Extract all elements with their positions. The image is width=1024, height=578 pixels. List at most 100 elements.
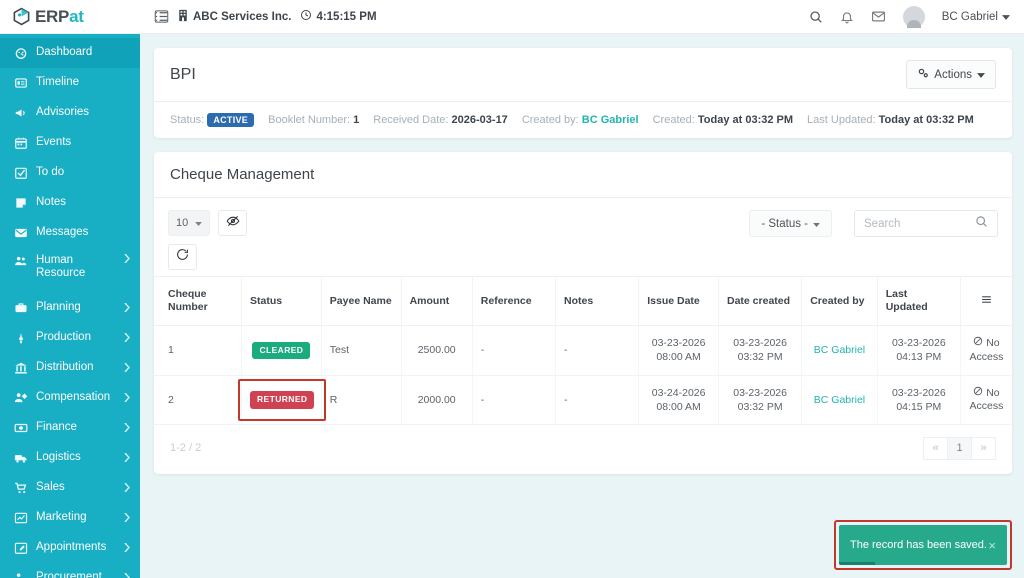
- meta-created-by-value[interactable]: BC Gabriel: [581, 114, 639, 126]
- column-header-payee-name[interactable]: Payee Name: [321, 275, 402, 327]
- sidebar-item-planning[interactable]: Planning: [0, 293, 140, 323]
- sidebar-item-human-resource[interactable]: Human Resource: [0, 248, 140, 293]
- pagination-page-1[interactable]: 1: [947, 436, 972, 460]
- column-header-date-created[interactable]: Date created: [718, 275, 803, 327]
- pagination-prev[interactable]: «: [923, 436, 948, 460]
- meta-booklet-value: 1: [353, 114, 360, 126]
- page-length-value: 10: [176, 217, 189, 229]
- search-icon[interactable]: [975, 215, 988, 233]
- page-length-select[interactable]: 10: [168, 210, 211, 236]
- meta-received-label: Received Date:: [373, 114, 449, 126]
- column-header-cheque-number[interactable]: Cheque Number: [154, 275, 243, 327]
- column-header-reference[interactable]: Reference: [472, 275, 557, 327]
- column-header-created-by[interactable]: Created by: [801, 275, 878, 327]
- column-header-amount[interactable]: Amount: [401, 275, 473, 327]
- list-menu-icon[interactable]: [154, 9, 169, 24]
- table-body: 1 CLEARED Test 2500.00- -03-23-2026 08:00 AM 0…: [154, 325, 1012, 425]
- column-header-issue-date[interactable]: Issue Date: [638, 275, 719, 327]
- no-access-icon: [973, 337, 983, 349]
- clock-icon: [300, 9, 312, 24]
- sidebar-item-advisories[interactable]: Advisories: [0, 98, 140, 128]
- chevron-right-icon: [124, 572, 130, 578]
- envelope-icon[interactable]: [871, 9, 886, 24]
- sidebar-item-marketing[interactable]: Marketing: [0, 503, 140, 533]
- brand-logo-area[interactable]: ERPat: [0, 0, 140, 33]
- meta-received-value: 2026-03-17: [451, 114, 508, 126]
- caret-down-icon: [1002, 11, 1010, 23]
- cart-icon: [14, 481, 32, 495]
- edit-calendar-icon: [14, 541, 32, 555]
- search-icon[interactable]: [809, 10, 823, 24]
- status-filter-select[interactable]: - Status -: [749, 210, 832, 237]
- sidebar-item-notes[interactable]: Notes: [0, 188, 140, 218]
- sidebar-item-label: Logistics: [36, 451, 81, 464]
- date-created-date: 03-23-2026: [733, 337, 787, 350]
- meta-last-updated-value: Today at 03:32 PM: [878, 114, 974, 126]
- table-header-row: Cheque Number Status Payee Name Amount Refer…: [154, 275, 1012, 327]
- column-header-notes[interactable]: Notes: [555, 275, 640, 327]
- truck-icon: [14, 451, 32, 465]
- sidebar-item-label: Dashboard: [36, 46, 93, 59]
- pagination-next[interactable]: »: [971, 436, 996, 460]
- bpi-card-header: BPI Actions: [154, 48, 1012, 102]
- main-content: BPI Actions: [140, 34, 1024, 578]
- sidebar-item-production[interactable]: Production: [0, 323, 140, 353]
- cell-created-by: BC Gabriel: [801, 375, 878, 425]
- hamburger-menu-icon[interactable]: [960, 275, 1012, 327]
- sidebar-item-logistics[interactable]: Logistics: [0, 443, 140, 473]
- chevron-right-icon: [124, 512, 130, 524]
- search-input[interactable]: [864, 217, 969, 230]
- sidebar-item-label: Appointments: [36, 541, 107, 554]
- date-created-time: 03:32 PM: [737, 351, 783, 364]
- column-header-status[interactable]: Status: [241, 275, 322, 327]
- toast-notification[interactable]: The record has been saved. ×: [839, 525, 1007, 565]
- status-badge: ACTIVE: [207, 113, 255, 127]
- access-label: No Access: [969, 386, 1004, 413]
- sidebar-item-label: Finance: [36, 421, 77, 434]
- toast-progress-bar: [839, 562, 875, 565]
- sidebar-item-sales[interactable]: Sales: [0, 473, 140, 503]
- sidebar-item-events[interactable]: Events: [0, 128, 140, 158]
- search-box[interactable]: [854, 210, 998, 237]
- sidebar-item-appointments[interactable]: Appointments: [0, 533, 140, 563]
- created-by-link[interactable]: BC Gabriel: [813, 393, 866, 406]
- column-visibility-button[interactable]: [218, 210, 248, 236]
- toast-highlight-box: The record has been saved. ×: [834, 520, 1012, 570]
- table-toolbar: 10: [154, 198, 1012, 276]
- megaphone-icon: [14, 106, 32, 120]
- sidebar-item-procurement[interactable]: Procurement: [0, 563, 140, 578]
- timeline-icon: [14, 76, 32, 90]
- actions-button[interactable]: Actions: [906, 60, 996, 89]
- user-menu[interactable]: BC Gabriel: [942, 11, 1010, 23]
- meta-last-updated: Last Updated: Today at 03:32 PM: [807, 114, 974, 126]
- issue-date-date: 03-23-2026: [651, 337, 706, 350]
- cell-payee-name: R: [321, 375, 402, 425]
- cell-payee-name: Test: [321, 325, 402, 376]
- chevron-right-icon: [124, 302, 130, 314]
- sidebar-item-compensation[interactable]: Compensation: [0, 383, 140, 413]
- sidebar-item-messages[interactable]: Messages: [0, 218, 140, 248]
- cell-access: No Access: [960, 375, 1012, 425]
- table-row[interactable]: 1 CLEARED Test 2500.00- -03-23-2026 08:00 AM 0…: [154, 325, 1012, 376]
- table-row[interactable]: 2 RETURNED R 2000.00- -03-24-2026 08:00 AM 03-…: [154, 375, 1012, 425]
- close-icon[interactable]: ×: [988, 537, 996, 553]
- sidebar-item-dashboard[interactable]: Dashboard: [0, 38, 140, 68]
- avatar[interactable]: [902, 5, 925, 28]
- chevron-right-icon: [124, 482, 130, 494]
- bank-icon: [14, 361, 32, 375]
- sidebar-item-timeline[interactable]: Timeline: [0, 68, 140, 98]
- created-by-link[interactable]: BC Gabriel: [813, 344, 866, 357]
- caret-down-icon: [813, 218, 820, 230]
- sidebar-item-to-do[interactable]: To do: [0, 158, 140, 188]
- cell-status: RETURNED: [238, 375, 327, 425]
- last-updated-date: 03-23-2026: [891, 386, 946, 399]
- refresh-button[interactable]: [168, 244, 197, 270]
- chevron-right-icon: [124, 422, 130, 434]
- column-header-last-updated[interactable]: Last Updated: [877, 275, 961, 327]
- sidebar-item-distribution[interactable]: Distribution: [0, 353, 140, 383]
- cheque-card-header: Cheque Management: [154, 152, 1012, 198]
- sidebar-item-finance[interactable]: Finance: [0, 413, 140, 443]
- bell-icon[interactable]: [840, 10, 854, 24]
- sidebar-item-label: Events: [36, 136, 72, 149]
- meta-last-updated-label: Last Updated:: [807, 114, 876, 126]
